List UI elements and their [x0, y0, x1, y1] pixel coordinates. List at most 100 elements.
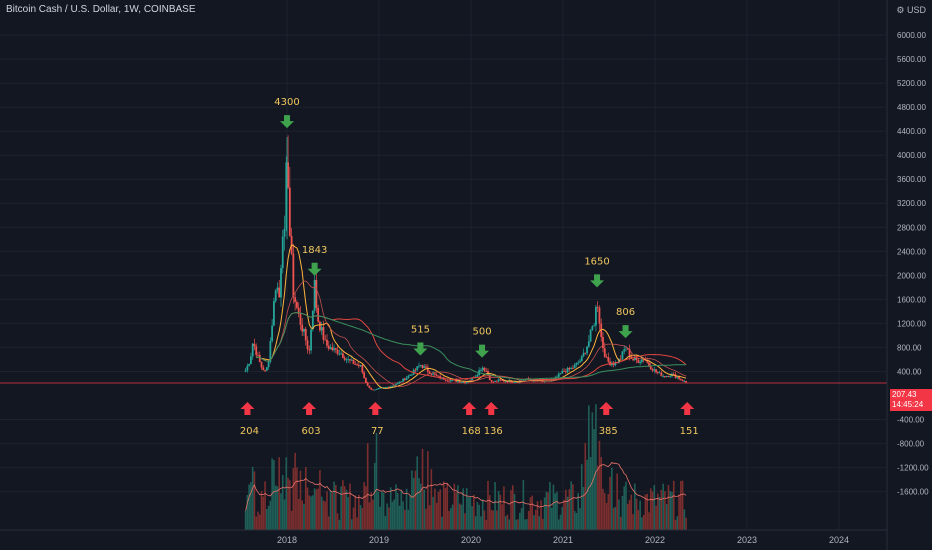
candle-body — [504, 381, 507, 383]
volume-bar — [591, 412, 594, 530]
currency-label[interactable]: ⚙ USD — [896, 5, 926, 16]
candle-body — [370, 388, 373, 390]
volume-bar — [473, 494, 475, 530]
volume-bar — [653, 485, 656, 530]
candle-body — [495, 380, 498, 382]
volume-bar — [511, 485, 514, 530]
volume-bar — [352, 507, 355, 530]
candle-body — [345, 359, 348, 361]
volume-bar — [522, 480, 525, 530]
volume-bar — [455, 492, 457, 530]
y-tick-label: 4000.00 — [897, 151, 926, 160]
candle-body — [395, 384, 397, 386]
volume-bar — [361, 508, 364, 530]
volume-bar — [260, 491, 263, 530]
candle-body — [529, 379, 532, 381]
volume-bar — [517, 519, 519, 530]
candle-body — [382, 387, 385, 389]
candle-body — [349, 359, 351, 361]
candle-body — [651, 369, 654, 371]
candle-body — [586, 346, 588, 354]
volume-bar — [680, 480, 682, 530]
volume-bar — [497, 491, 500, 530]
candle-body — [524, 379, 527, 381]
candle-body — [416, 366, 419, 371]
candle-body — [503, 380, 505, 382]
volume-bar — [538, 516, 541, 530]
y-tick-label: 2400.00 — [897, 247, 926, 256]
volume-bar — [660, 489, 663, 530]
candle-body — [589, 329, 592, 342]
volume-bar — [292, 467, 295, 530]
volume-bar — [329, 490, 332, 530]
candle-body — [386, 387, 389, 388]
volume-bar — [626, 503, 629, 530]
candle-body — [280, 268, 282, 298]
volume-bar — [333, 481, 335, 530]
candle-body — [251, 343, 254, 357]
volume-bar — [289, 480, 291, 530]
volume-bar — [409, 495, 411, 530]
candle-body — [324, 339, 327, 341]
candle-body — [421, 364, 424, 369]
candle-body — [485, 370, 488, 372]
volume-bar — [490, 510, 493, 530]
candle-body — [292, 253, 295, 298]
arrow-down-icon — [618, 325, 633, 339]
candle-body — [400, 381, 403, 383]
volume-bar — [411, 470, 413, 530]
last-price-tag: 207.43 14:45:24 — [890, 389, 932, 411]
volume-bar — [372, 499, 374, 530]
volume-bar — [405, 488, 408, 530]
candle-body — [499, 379, 502, 381]
volume-bar — [448, 510, 450, 530]
volume-bar — [634, 483, 636, 530]
volume-bar — [453, 483, 456, 530]
volume-bar — [434, 488, 436, 530]
candle-body — [361, 365, 364, 373]
candle-body — [258, 354, 261, 362]
candle-body — [570, 368, 573, 370]
arrow-up-icon — [368, 402, 383, 415]
y-tick-label: 1200.00 — [897, 319, 926, 328]
volume-bar — [471, 506, 473, 530]
volume-bar — [628, 499, 631, 530]
candle-body — [253, 343, 256, 347]
candle-body — [285, 162, 288, 229]
volume-bar — [350, 519, 353, 530]
candle-body — [462, 381, 465, 383]
arrow-down-icon — [307, 262, 322, 276]
candle-body — [685, 381, 688, 383]
volume-bar — [527, 510, 530, 530]
candle-body — [575, 362, 578, 365]
candle-body — [368, 385, 371, 389]
candle-body — [457, 381, 459, 382]
volume-bar — [662, 483, 664, 530]
volume-bar — [637, 510, 640, 530]
volume-bar — [258, 514, 261, 530]
volume-bar — [565, 489, 567, 530]
candle-body — [248, 364, 251, 366]
volume-bar — [427, 451, 429, 530]
candle-body — [373, 389, 376, 391]
volume-bar — [349, 483, 351, 530]
volume-bar — [267, 505, 270, 530]
volume-bar — [273, 460, 275, 530]
volume-bar — [510, 490, 512, 530]
x-tick-label: 2024 — [829, 535, 849, 545]
candle-body — [587, 341, 590, 347]
volume-bar — [658, 496, 661, 530]
volume-bar — [570, 481, 572, 530]
annotation-label: 204 — [240, 426, 259, 437]
volume-bar — [614, 506, 617, 530]
volume-bar — [322, 500, 325, 530]
candle-body — [572, 368, 574, 369]
candle-body — [409, 374, 412, 376]
volume-bar — [290, 510, 293, 530]
arrow-up-icon — [302, 402, 317, 415]
candle-body — [637, 359, 640, 363]
volume-bar — [386, 503, 388, 530]
volume-bar — [469, 496, 472, 530]
volume-bar — [508, 519, 511, 530]
